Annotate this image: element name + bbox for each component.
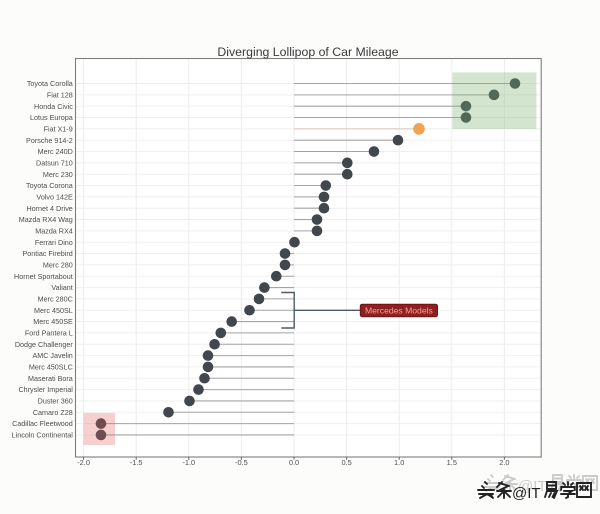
svg-text:Mercedes Models: Mercedes Models xyxy=(365,306,433,316)
svg-text:Fiat X1-9: Fiat X1-9 xyxy=(44,124,73,133)
svg-text:Mazda RX4: Mazda RX4 xyxy=(35,226,73,235)
svg-text:Toyota Corolla: Toyota Corolla xyxy=(27,79,73,88)
svg-text:Valiant: Valiant xyxy=(51,283,72,292)
svg-text:Honda Civic: Honda Civic xyxy=(34,102,73,111)
svg-text:Camaro Z28: Camaro Z28 xyxy=(33,408,73,417)
svg-text:Lotus Europa: Lotus Europa xyxy=(30,113,73,122)
svg-text:Fiat 128: Fiat 128 xyxy=(47,90,73,99)
svg-text:Duster 360: Duster 360 xyxy=(38,397,73,406)
svg-text:Merc 450SL: Merc 450SL xyxy=(34,306,73,315)
svg-text:0.5: 0.5 xyxy=(341,458,351,467)
svg-text:AMC Javelin: AMC Javelin xyxy=(32,351,72,360)
svg-text:Porsche 914-2: Porsche 914-2 xyxy=(26,136,73,145)
svg-text:-0.5: -0.5 xyxy=(235,458,248,467)
svg-text:Merc 240D: Merc 240D xyxy=(38,147,73,156)
svg-text:Merc 280: Merc 280 xyxy=(43,260,73,269)
svg-text:Hornet 4 Drive: Hornet 4 Drive xyxy=(26,204,72,213)
svg-text:Merc 450SE: Merc 450SE xyxy=(33,317,73,326)
svg-text:Diverging Lollipop of Car Mile: Diverging Lollipop of Car Mileage xyxy=(217,45,398,59)
svg-text:Toyota Corona: Toyota Corona xyxy=(26,181,73,190)
svg-text:0.0: 0.0 xyxy=(289,458,299,467)
svg-text:2.0: 2.0 xyxy=(499,458,509,467)
svg-text:1.5: 1.5 xyxy=(447,458,457,467)
svg-text:1.0: 1.0 xyxy=(394,458,404,467)
svg-text:Datsun 710: Datsun 710 xyxy=(36,158,73,167)
svg-text:Maserati Bora: Maserati Bora xyxy=(28,374,73,383)
svg-text:Cadillac Fleetwood: Cadillac Fleetwood xyxy=(12,419,73,428)
svg-text:-1.5: -1.5 xyxy=(130,458,143,467)
svg-text:Dodge Challenger: Dodge Challenger xyxy=(15,340,74,349)
svg-text:-2.0: -2.0 xyxy=(77,458,90,467)
svg-text:Chrysler Imperial: Chrysler Imperial xyxy=(18,385,73,394)
svg-text:Merc 450SLC: Merc 450SLC xyxy=(29,363,73,372)
svg-text:Pontiac Firebird: Pontiac Firebird xyxy=(22,249,72,258)
svg-text:Mazda RX4 Wag: Mazda RX4 Wag xyxy=(19,215,73,224)
svg-text:Hornet Sportabout: Hornet Sportabout xyxy=(14,272,73,281)
svg-text:Lincoln Continental: Lincoln Continental xyxy=(12,431,74,440)
svg-text:-1.0: -1.0 xyxy=(182,458,195,467)
svg-text:Volvo 142E: Volvo 142E xyxy=(36,192,73,201)
svg-text:Merc 280C: Merc 280C xyxy=(38,295,73,304)
svg-text:Merc 230: Merc 230 xyxy=(43,170,73,179)
svg-text:Ford Pantera L: Ford Pantera L xyxy=(25,329,73,338)
svg-text:Ferrari Dino: Ferrari Dino xyxy=(35,238,73,247)
